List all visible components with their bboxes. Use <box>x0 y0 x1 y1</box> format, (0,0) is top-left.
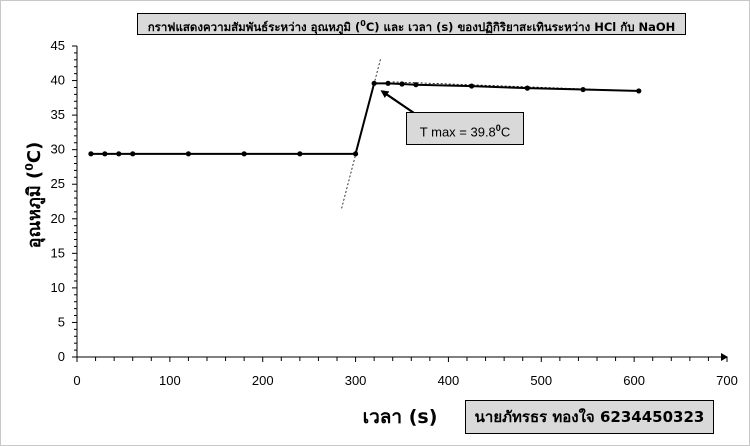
y-tick-label: 15 <box>51 245 65 260</box>
data-point <box>352 151 359 157</box>
y-tick-label: 25 <box>51 176 65 191</box>
x-tick-label: 100 <box>159 373 181 388</box>
author-label: นายภัทรธร ทองใจ 6234450323 <box>465 400 714 434</box>
data-point <box>241 151 247 157</box>
y-tick-label: 40 <box>51 73 65 88</box>
x-tick-label: 0 <box>73 373 80 388</box>
data-point <box>636 88 642 94</box>
data-point <box>88 151 94 157</box>
x-axis-arrow <box>721 353 728 361</box>
data-point <box>413 82 419 88</box>
tmax-annotation: T max = 39.80C <box>406 112 524 145</box>
y-tick-label: 10 <box>51 280 65 295</box>
y-tick-label: 45 <box>51 38 65 53</box>
tmax-arrow <box>380 90 415 114</box>
x-tick-label: 700 <box>716 373 738 388</box>
x-tick-label: 200 <box>252 373 274 388</box>
y-axis-label: อุณหภูมิ (0C) <box>23 141 45 249</box>
y-tick-label: 30 <box>51 142 65 157</box>
x-axis-label: เวลา (s) <box>362 406 438 428</box>
data-point <box>102 151 108 157</box>
x-tick-label: 300 <box>345 373 367 388</box>
data-point <box>116 151 122 157</box>
x-tick-label: 400 <box>438 373 460 388</box>
data-point <box>580 86 586 93</box>
data-point <box>130 151 136 157</box>
data-point <box>371 80 377 86</box>
data-point <box>399 81 405 87</box>
y-tick-label: 5 <box>58 314 65 329</box>
data-point <box>385 80 391 86</box>
data-point <box>185 151 192 157</box>
x-tick-label: 600 <box>623 373 645 388</box>
y-tick-label: 35 <box>51 107 65 122</box>
chart-title: กราฟแสดงความสัมพันธ์ระหว่าง อุณหภูมิ (0C… <box>137 13 686 35</box>
data-point <box>524 85 530 91</box>
y-tick-label: 20 <box>51 211 65 226</box>
y-tick-label: 0 <box>58 349 65 364</box>
series-line <box>90 82 639 155</box>
data-point <box>297 151 303 157</box>
x-tick-label: 500 <box>530 373 552 388</box>
data-point <box>469 83 475 89</box>
